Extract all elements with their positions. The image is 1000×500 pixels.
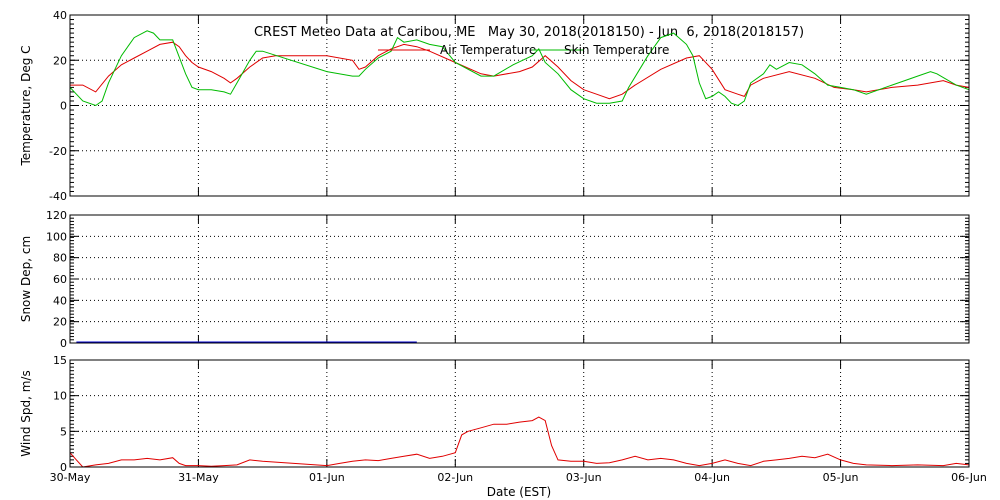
- panel-wind: 0 5 10 15 Wind Spd, m/s: [19, 354, 970, 474]
- y-tick-label: -40: [49, 190, 67, 203]
- y-tick-label: 5: [60, 425, 67, 438]
- plot-frame-temperature: [69, 14, 970, 197]
- plot-frame-wind: [69, 359, 970, 468]
- x-tick-label: 05-Jun: [823, 471, 859, 484]
- x-tick-label: 04-Jun: [694, 471, 730, 484]
- x-tick-label: 06-Jun: [951, 471, 987, 484]
- y-tick-label: 0: [60, 337, 67, 350]
- series-line-temperature-0: [70, 41, 969, 100]
- y-tick-label: 10: [53, 390, 67, 403]
- y-tick-label: 40: [53, 9, 67, 22]
- y-axis-label-temperature: Temperature, Deg C: [19, 45, 33, 166]
- series-line-wind-0: [70, 416, 969, 467]
- x-tick-label: 02-Jun: [437, 471, 473, 484]
- panel-snow: 0 20 40 60 80 100 120 Snow Dep, cm: [19, 209, 970, 350]
- y-axis-label-snow: Snow Dep, cm: [19, 236, 33, 322]
- y-axis-label-wind: Wind Spd, m/s: [19, 370, 33, 456]
- x-tick-label: 31-May: [178, 471, 219, 484]
- y-tick-label: 15: [53, 354, 67, 367]
- plot-frame-snow: [69, 214, 970, 344]
- y-tick-label: -20: [49, 145, 67, 158]
- y-tick-label: 80: [53, 252, 67, 265]
- y-tick-label: 0: [60, 100, 67, 113]
- legend-label-1: Skin Temperature: [564, 43, 669, 57]
- y-tick-label: 60: [53, 273, 67, 286]
- x-tick-label: 03-Jun: [566, 471, 602, 484]
- chart-legend: Air Temperature Skin Temperature: [378, 43, 669, 57]
- y-tick-label: 0: [60, 461, 67, 474]
- series-line-temperature-1: [70, 30, 969, 107]
- y-tick-label: 20: [53, 316, 67, 329]
- y-tick-label: 100: [46, 230, 67, 243]
- y-tick-label: 120: [46, 209, 67, 222]
- y-tick-label: 20: [53, 54, 67, 67]
- y-tick-label: 40: [53, 294, 67, 307]
- x-tick-label: 01-Jun: [309, 471, 345, 484]
- x-axis-label: Date (EST): [487, 485, 551, 499]
- chart-panels: -40 -20 0 20 40 Temperature, Deg C 0 20 40 60 80 10…: [19, 9, 987, 484]
- panel-temperature: -40 -20 0 20 40 Temperature, Deg C: [19, 9, 970, 203]
- chart-title: CREST Meteo Data at Caribou, ME May 30, …: [254, 25, 804, 40]
- legend-label-0: Air Temperature: [440, 43, 536, 57]
- x-tick-label: 30-May: [50, 471, 91, 484]
